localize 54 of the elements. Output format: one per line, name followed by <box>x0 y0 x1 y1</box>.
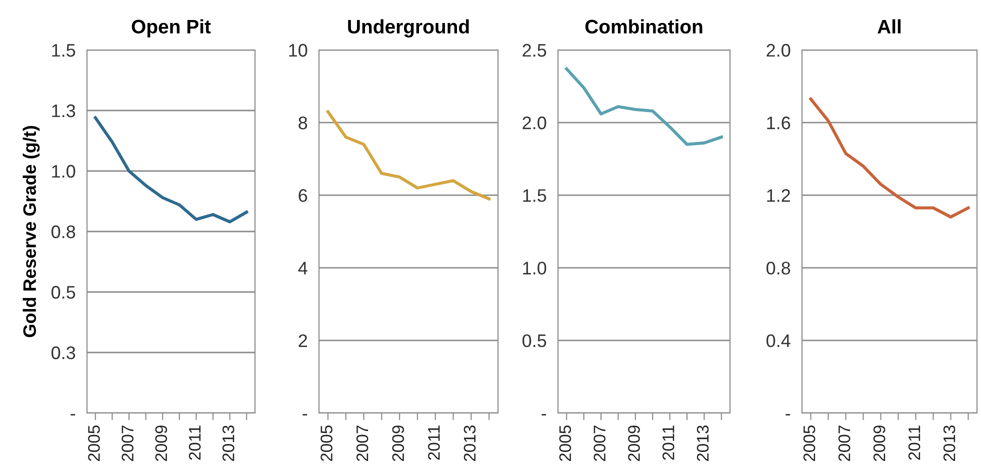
x-tick-label: 2005 <box>88 426 100 462</box>
y-tick-label: 1.2 <box>767 189 790 202</box>
y-tick-label: 1.5 <box>523 189 546 202</box>
x-tick-label: 2007 <box>122 426 134 462</box>
y-tick-label: 2 <box>298 334 307 347</box>
y-tick-label: 1.0 <box>523 262 546 275</box>
x-tick-label: 2005 <box>559 426 572 462</box>
x-tick-label: 2005 <box>320 426 332 462</box>
x-tick-label: 2013 <box>222 426 234 462</box>
chart-title: Combination <box>585 19 702 34</box>
x-tick-label: 2005 <box>803 426 816 462</box>
x-tick-label: 2009 <box>392 426 404 462</box>
y-tick-label: 4 <box>298 262 308 274</box>
line-series <box>94 116 248 224</box>
y-tick-label: - <box>786 414 790 416</box>
y-tick-label: 10 <box>289 44 308 57</box>
x-tick-label: 2011 <box>662 426 674 460</box>
x-tick-label: 2011 <box>188 426 201 460</box>
y-tick-label: - <box>70 414 76 416</box>
x-tick-label: 2007 <box>594 426 606 462</box>
chart-title: Open Pit <box>132 19 211 38</box>
y-axis-title: Gold Reserve Grade (g/t) <box>22 126 40 338</box>
y-tick-label: 2.5 <box>522 44 546 57</box>
y-tick-label: 0.4 <box>766 334 790 348</box>
chart-title: All <box>878 19 901 34</box>
y-tick-label: 8 <box>298 116 308 130</box>
y-tick-label: 0.3 <box>51 346 76 360</box>
x-tick-label: 2009 <box>628 426 640 462</box>
y-tick-label: 1.0 <box>52 164 76 178</box>
y-tick-label: 2.0 <box>522 116 546 130</box>
y-tick-label: 0.8 <box>51 225 76 238</box>
x-tick-label: 2013 <box>943 426 956 462</box>
x-tick-label: 2011 <box>908 426 920 460</box>
line-series <box>809 97 970 219</box>
y-tick-label: - <box>302 414 308 416</box>
x-tick-label: 2009 <box>155 426 168 462</box>
y-tick-label: 1.5 <box>52 44 76 57</box>
x-tick-label: 2007 <box>838 426 850 462</box>
line-series <box>565 67 723 146</box>
y-tick-label: 2.0 <box>766 44 790 57</box>
y-tick-label: 6 <box>298 189 308 202</box>
y-tick-label: 1.6 <box>767 116 790 130</box>
chart-title: Underground <box>348 19 469 38</box>
y-tick-label: 1.3 <box>52 104 76 118</box>
y-tick-label: - <box>542 414 546 416</box>
x-tick-label: 2013 <box>696 426 709 462</box>
x-tick-label: 2013 <box>464 426 476 462</box>
y-tick-label: 0.5 <box>522 334 546 348</box>
line-series <box>326 110 491 200</box>
y-tick-label: 0.8 <box>766 262 790 275</box>
x-tick-label: 2007 <box>356 426 368 462</box>
x-tick-label: 2011 <box>428 426 440 460</box>
y-tick-label: 0.5 <box>51 286 76 299</box>
x-tick-label: 2009 <box>873 426 886 462</box>
